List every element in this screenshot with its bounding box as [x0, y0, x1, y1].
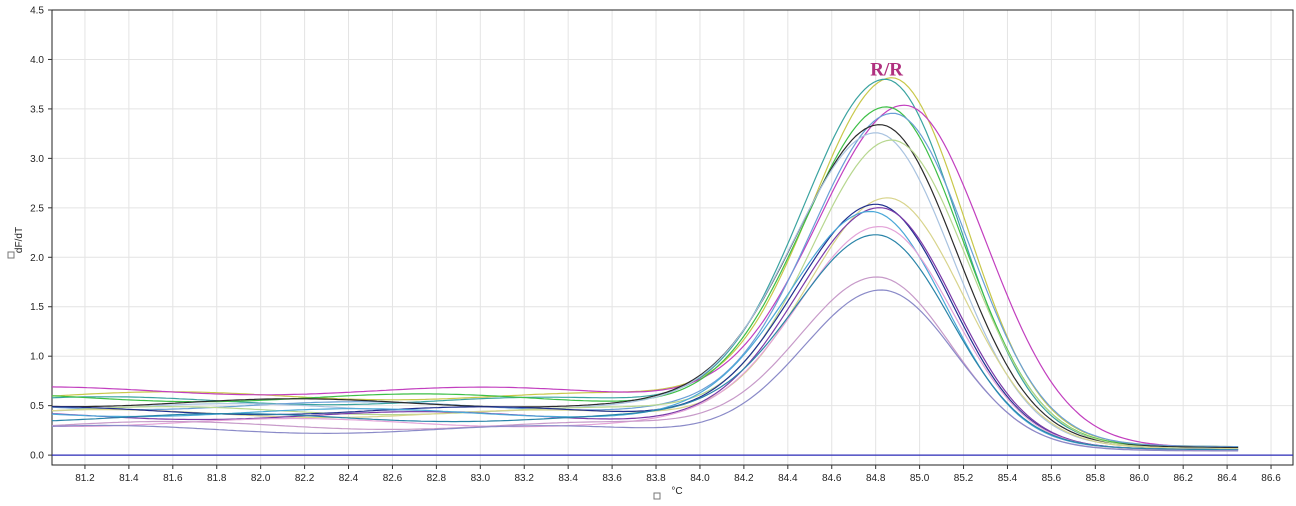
melt-curve-series	[51, 104, 1239, 449]
y-tick-label: 4.0	[30, 55, 44, 66]
y-tick-label: 0.5	[30, 401, 44, 412]
x-tick-label: 85.8	[1086, 473, 1106, 484]
resize-handle-bottom[interactable]	[653, 492, 661, 500]
x-tick-label: 81.4	[119, 473, 139, 484]
melt-curve-series	[51, 139, 1239, 450]
x-tick-label: 83.4	[558, 473, 578, 484]
y-tick-label: 3.0	[30, 154, 44, 165]
plot-frame	[51, 9, 1294, 466]
x-tick-label: 84.0	[690, 473, 710, 484]
melt-curve-series	[51, 112, 1239, 448]
x-tick-label: 82.4	[339, 473, 359, 484]
x-tick-label: 83.6	[602, 473, 622, 484]
x-tick-label: 85.6	[1042, 473, 1062, 484]
x-tick-label: 83.2	[515, 473, 535, 484]
y-tick-label: 4.5	[30, 6, 44, 17]
x-tick-label: 82.2	[295, 473, 315, 484]
melt-curve-series	[51, 207, 1239, 451]
melt-curve-series	[51, 132, 1239, 450]
series-layer	[51, 77, 1239, 452]
x-tick-label: 83.8	[646, 473, 666, 484]
x-tick-label: 86.6	[1261, 473, 1281, 484]
x-tick-label: 84.6	[822, 473, 842, 484]
x-tick-label: 85.2	[954, 473, 974, 484]
x-tick-label: 81.6	[163, 473, 183, 484]
x-tick-label: 81.8	[207, 473, 227, 484]
y-axis-title: dF/dT	[14, 227, 25, 253]
y-tick-label: 1.5	[30, 302, 44, 313]
melt-curve-series	[51, 289, 1239, 452]
x-tick-label: 82.6	[383, 473, 403, 484]
y-tick-label: 1.0	[30, 352, 44, 363]
x-tick-label: 83.0	[471, 473, 491, 484]
resize-handle-left[interactable]	[7, 251, 15, 259]
melt-curve-series	[51, 78, 1239, 448]
x-tick-label: 86.2	[1173, 473, 1193, 484]
y-tick-label: 3.5	[30, 104, 44, 115]
melt-curve-series	[52, 225, 1239, 451]
x-tick-label: 86.4	[1217, 473, 1237, 484]
x-tick-label: 84.2	[734, 473, 754, 484]
annotation-label: R/R	[870, 59, 903, 80]
x-tick-label: 86.0	[1130, 473, 1150, 484]
x-tick-label: 84.8	[866, 473, 886, 484]
x-tick-label: 82.0	[251, 473, 271, 484]
y-tick-label: 0.0	[30, 451, 44, 462]
x-tick-label: 82.8	[427, 473, 447, 484]
x-tick-label: 85.0	[910, 473, 930, 484]
x-tick-label: 84.4	[778, 473, 798, 484]
melt-curve-series	[51, 234, 1239, 451]
y-tick-label: 2.5	[30, 203, 44, 214]
x-tick-label: 85.4	[998, 473, 1018, 484]
y-tick-label: 2.0	[30, 253, 44, 264]
x-axis-title: °C	[671, 486, 682, 497]
tick-layer: 81.2 81.4 81.6 81.8 82.0 82.2 82.4 82.6 82.8 83.0…	[30, 6, 1281, 485]
melt-curve-series	[52, 124, 1239, 449]
x-tick-label: 81.2	[75, 473, 95, 484]
